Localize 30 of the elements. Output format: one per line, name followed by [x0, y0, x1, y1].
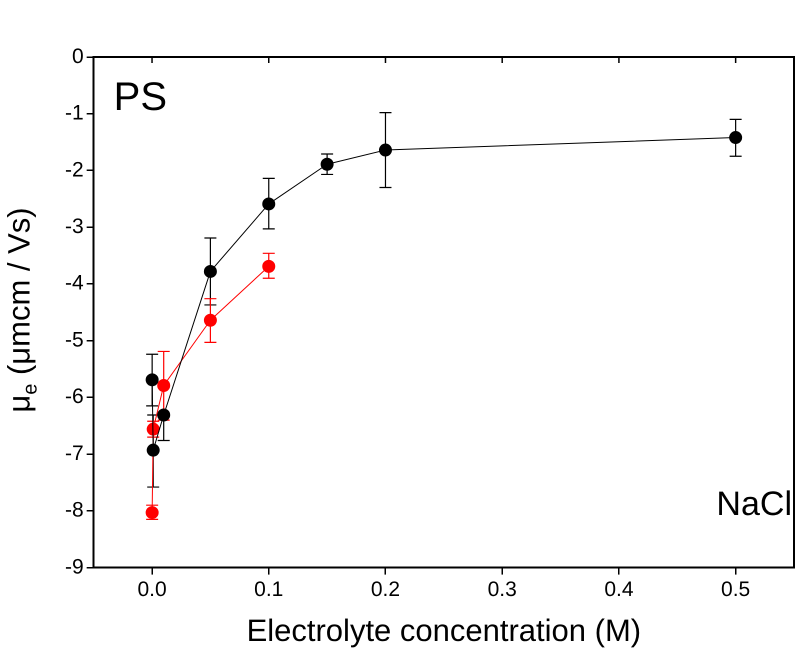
y-tick-label: -7: [64, 442, 84, 465]
point: [262, 260, 276, 273]
x-tick-label: 0.3: [488, 578, 517, 601]
y-tick-label: -4: [64, 272, 84, 295]
annotation: NaCl: [716, 484, 792, 523]
point: [157, 408, 170, 422]
x-tick-label: 0.4: [604, 578, 634, 601]
x-tick-label: 0.1: [254, 578, 284, 601]
point: [157, 378, 170, 392]
point: [146, 444, 160, 457]
y-tick-label: -8: [64, 498, 84, 522]
point: [378, 144, 392, 157]
x-tick-label: 0.0: [137, 578, 167, 601]
y-tick-label: -9: [64, 555, 84, 578]
point: [146, 373, 159, 386]
y-tick-label: -5: [64, 328, 84, 352]
y-tick-label: 0: [72, 44, 84, 68]
point: [320, 158, 334, 171]
x-tick-label: 0.5: [721, 578, 750, 601]
y-tick-label: -2: [64, 158, 84, 182]
point: [204, 314, 217, 327]
point: [204, 264, 217, 278]
x-tick-label: 0.2: [370, 578, 400, 601]
y-tick-label: -6: [64, 385, 84, 408]
y-tick-label: -1: [64, 102, 84, 125]
point: [262, 197, 276, 210]
annotation: PS: [114, 75, 168, 120]
x-axis-title: Electrolyte concentration (M): [246, 612, 642, 648]
point: [729, 131, 742, 144]
y-tick-label: -3: [64, 214, 84, 238]
